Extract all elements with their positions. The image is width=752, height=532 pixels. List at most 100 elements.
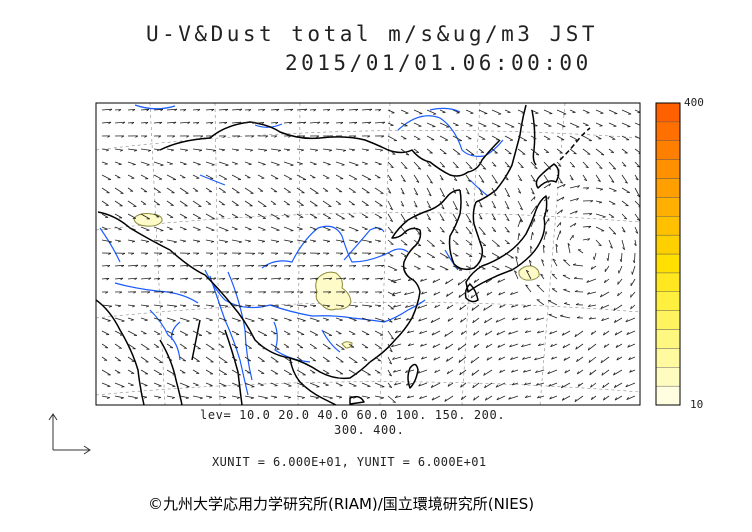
wind-vector (392, 291, 402, 295)
wind-vector-head (107, 320, 111, 322)
wind-vector (114, 304, 122, 307)
wind-vector (616, 356, 623, 361)
wind-vector-head (433, 357, 436, 361)
wind-vector-head (326, 240, 331, 243)
wind-vector-head (342, 291, 346, 294)
wind-vector (257, 200, 267, 207)
wind-vector (140, 395, 147, 398)
wind-vector-head (121, 135, 125, 138)
wind-vector-head (183, 163, 187, 166)
wind-vector (192, 382, 199, 386)
wind-vector (530, 161, 538, 169)
wind-vector (127, 382, 134, 386)
wind-vector (634, 161, 640, 168)
wind-vector (127, 277, 138, 280)
wind-vector-head (418, 383, 421, 387)
wind-vector (387, 161, 394, 169)
wind-vector-head (446, 358, 449, 362)
wind-vector (465, 200, 470, 207)
wind-vector (205, 148, 216, 151)
wind-vector (426, 161, 432, 167)
wind-vector (418, 317, 428, 322)
wind-vector (400, 226, 408, 235)
wind-vector (231, 161, 238, 165)
wind-vector (179, 343, 187, 349)
wind-vector-head (511, 304, 514, 308)
wind-vector (608, 226, 617, 235)
wind-vector (257, 369, 265, 374)
russia-coast (475, 104, 527, 203)
wind-vector (127, 200, 137, 207)
wind-vector (348, 265, 357, 267)
wind-vector (538, 343, 545, 347)
colorbar-band (655, 159, 681, 179)
wind-vector-head (119, 149, 124, 152)
wind-vector-head (506, 165, 510, 168)
wind-vector-head (549, 396, 552, 400)
wind-vector (231, 265, 241, 267)
wind-vector (218, 226, 229, 231)
wind-vector (426, 252, 435, 258)
wind-vector (634, 213, 640, 221)
wind-vector (400, 174, 406, 182)
wind-vector (547, 300, 558, 306)
wind-vector (244, 187, 254, 194)
wind-vector-head (560, 314, 564, 317)
wind-vector (551, 288, 558, 293)
wind-vector-head (404, 244, 408, 246)
wind-vector (257, 330, 268, 336)
wind-vector-head (157, 397, 162, 399)
wind-vector-head (392, 401, 396, 403)
wind-vector-head (352, 278, 356, 281)
wind-vector (270, 239, 279, 242)
wind-vector (296, 187, 305, 194)
wind-vector-head (224, 305, 229, 308)
wind-vector (322, 200, 332, 207)
wind-vector (309, 187, 319, 194)
wind-vector (595, 161, 603, 169)
wind-vector (348, 304, 358, 307)
wind-vector (582, 122, 589, 126)
wind-vector (452, 135, 462, 142)
wind-vector (446, 291, 454, 297)
wind-vector (114, 317, 125, 322)
wind-vector-head (612, 168, 616, 170)
wind-vector (153, 108, 164, 111)
wind-vector (439, 213, 445, 222)
wind-vector (335, 304, 344, 307)
wind-vector-head (196, 252, 200, 255)
wind-vector-head (457, 282, 460, 286)
wind-vector (556, 109, 567, 115)
wind-vector-head (313, 163, 317, 166)
wind-vector (335, 148, 346, 151)
wind-vector (569, 198, 579, 202)
wind-vector-head (330, 135, 334, 138)
wind-vector-head (388, 362, 392, 365)
wind-vector (270, 356, 279, 363)
wind-vector-head (210, 252, 214, 255)
wind-vector (514, 270, 519, 280)
wind-vector-head (414, 217, 418, 220)
wind-vector (517, 161, 524, 169)
wind-vector-head (261, 240, 266, 243)
wind-vector (452, 148, 461, 155)
wind-vector (153, 395, 161, 398)
wind-vector (433, 356, 441, 361)
wind-vector (322, 317, 329, 321)
wind-vector-head (453, 191, 457, 194)
wind-vector (257, 239, 265, 242)
wind-vector-head (401, 204, 405, 207)
wind-vector-head (356, 291, 360, 294)
wind-vector (577, 369, 584, 375)
wind-vector (536, 382, 545, 386)
wind-vector (601, 317, 610, 322)
wind-vector (562, 330, 571, 336)
wind-vector (335, 356, 344, 363)
wind-vector (400, 239, 408, 246)
wind-vector (406, 382, 415, 386)
wind-vector-head (327, 164, 331, 166)
wind-vector (621, 122, 631, 127)
wind-vector-head (264, 397, 268, 400)
wind-vector-head (549, 331, 552, 335)
wind-vector (153, 239, 163, 243)
